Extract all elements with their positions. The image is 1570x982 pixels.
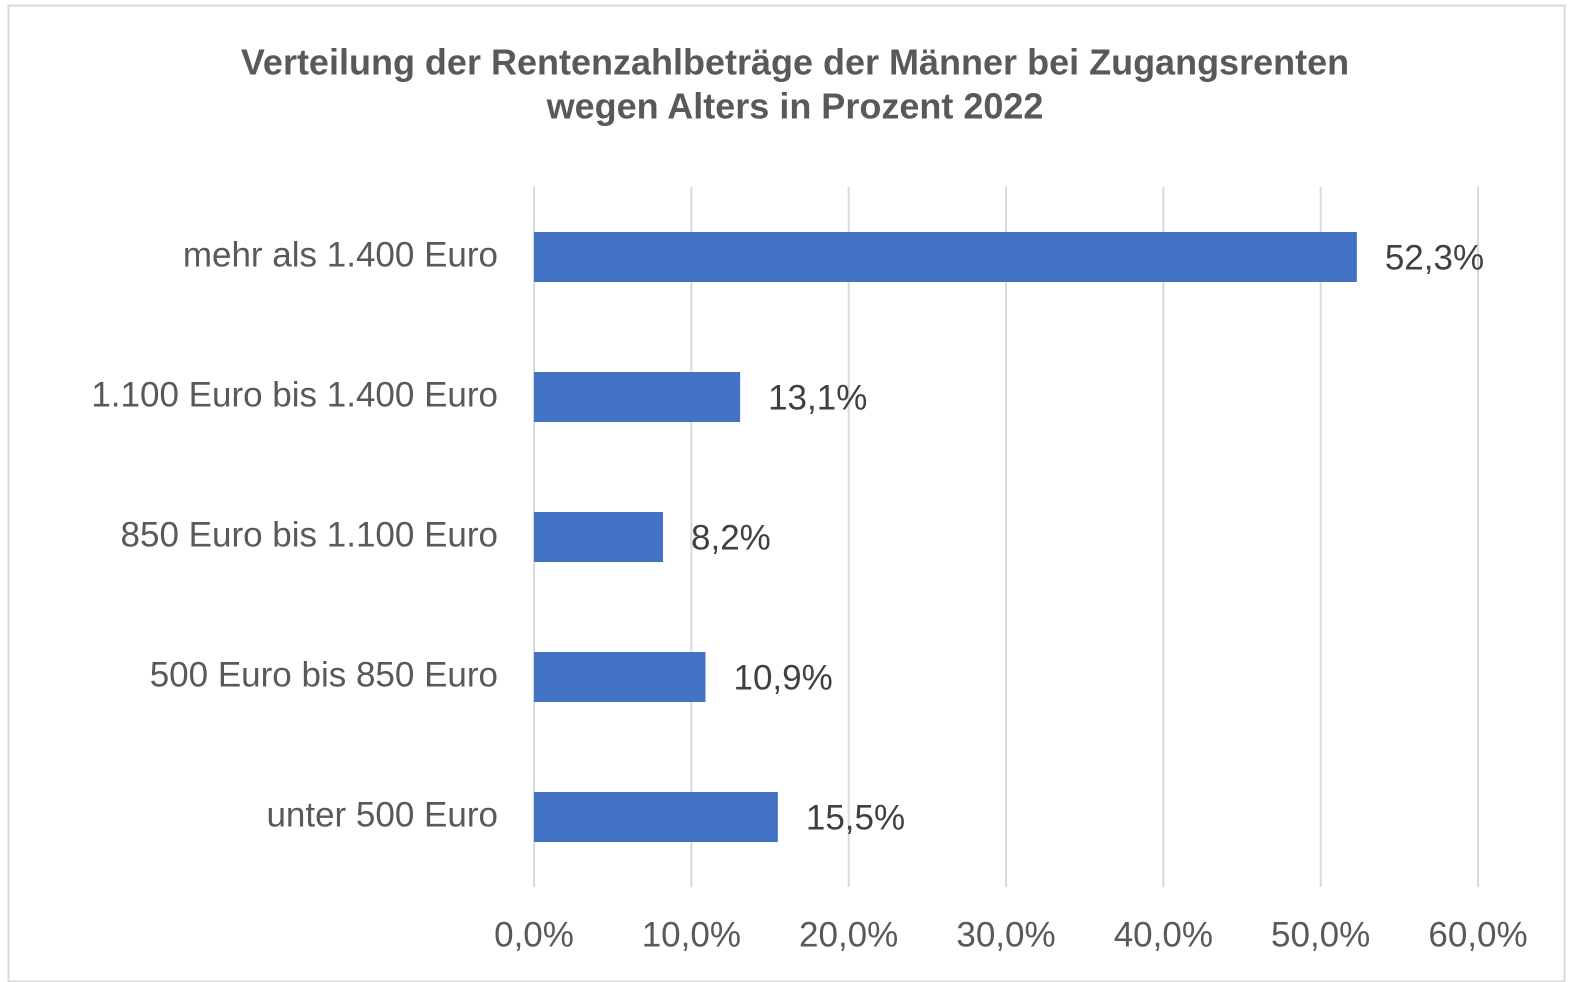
- value-label: 52,3%: [1385, 238, 1484, 277]
- x-tick-label: 20,0%: [799, 915, 898, 954]
- bar: [534, 792, 778, 842]
- chart-title: wegen Alters in Prozent 2022: [546, 86, 1044, 127]
- value-label: 10,9%: [733, 658, 832, 697]
- x-tick-label: 30,0%: [956, 915, 1055, 954]
- bar: [534, 512, 664, 562]
- bar: [534, 232, 1357, 282]
- y-tick-label: mehr als 1.400 Euro: [183, 235, 498, 274]
- value-label: 8,2%: [691, 518, 771, 557]
- x-tick-label: 60,0%: [1428, 915, 1527, 954]
- chart-border: [7, 4, 1566, 982]
- bar: [534, 652, 706, 702]
- y-tick-label: 850 Euro bis 1.100 Euro: [121, 515, 498, 554]
- y-tick-label: unter 500 Euro: [266, 795, 498, 834]
- bar: [534, 372, 741, 422]
- x-tick-label: 40,0%: [1114, 915, 1213, 954]
- x-tick-label: 10,0%: [642, 915, 741, 954]
- x-tick-label: 0,0%: [494, 915, 574, 954]
- y-tick-label: 1.100 Euro bis 1.400 Euro: [91, 375, 498, 414]
- chart-title: Verteilung der Rentenzahlbeträge der Män…: [241, 42, 1349, 83]
- x-tick-label: 50,0%: [1271, 915, 1370, 954]
- value-label: 13,1%: [768, 378, 867, 417]
- y-tick-label: 500 Euro bis 850 Euro: [150, 655, 498, 694]
- value-label: 15,5%: [806, 798, 905, 837]
